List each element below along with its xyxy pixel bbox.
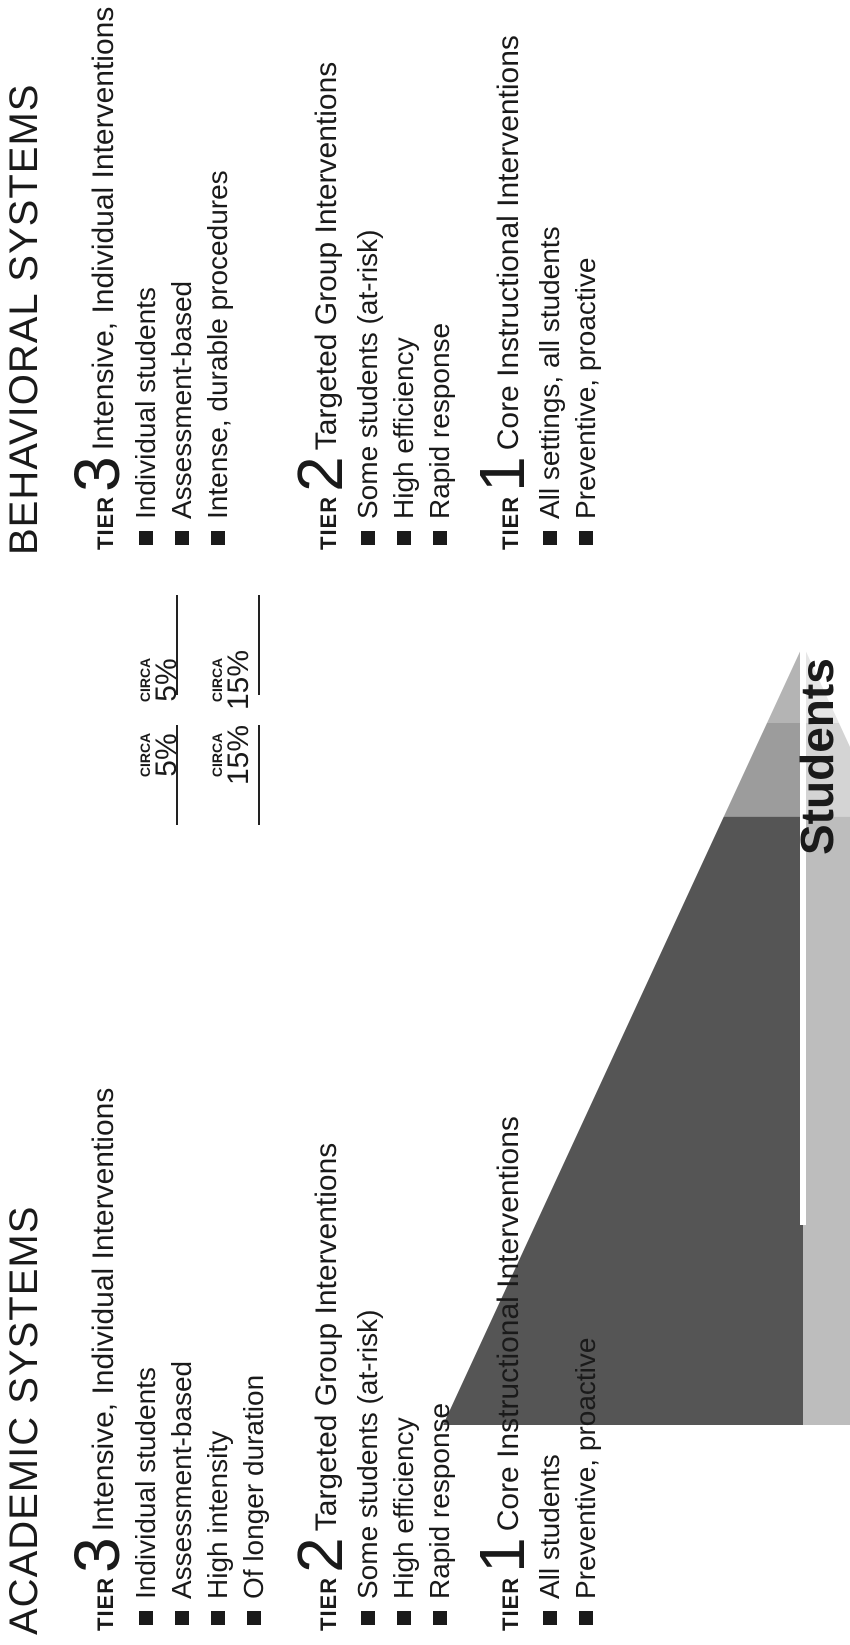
bullet-square-icon xyxy=(397,1611,411,1625)
bullet-square-icon xyxy=(433,531,447,545)
bullet-square-icon xyxy=(361,531,375,545)
behavioral-systems-title: BEHAVIORAL SYSTEMS xyxy=(2,83,46,555)
tier-number: 1 xyxy=(466,456,538,492)
students-axis-label: Students xyxy=(791,658,843,855)
bullet-square-icon xyxy=(579,1611,593,1625)
tier-number: 2 xyxy=(284,1537,356,1573)
bullet-square-icon xyxy=(361,1611,375,1625)
bullet-square-icon xyxy=(247,1611,261,1625)
tier-word: TIER xyxy=(498,1576,523,1631)
triangle-divider xyxy=(800,245,806,1225)
behavioral-tier3-bullet-2: Assessment-based xyxy=(164,281,200,545)
tier-number: 2 xyxy=(284,456,356,492)
tier-word: TIER xyxy=(93,495,118,550)
behavioral-tier2-header: TIER 2 Targeted Group Interventions xyxy=(284,61,356,550)
behavioral-tier2-bullet-2: High efficiency xyxy=(386,337,422,545)
behavioral-tier1-header: TIER 1 Core Instructional Interventions xyxy=(466,35,538,550)
tier-title: Targeted Group Interventions xyxy=(310,61,343,451)
academic-tier3-percent-line xyxy=(176,725,178,825)
bullet-square-icon xyxy=(175,531,189,545)
behavioral-tier3-percent-line xyxy=(176,595,178,695)
tier-word: TIER xyxy=(316,495,341,550)
behavioral-tier2-bullet-1: Some students (at-risk) xyxy=(350,230,386,545)
academic-tier2-header: TIER 2 Targeted Group Interventions xyxy=(284,1142,356,1631)
behavioral-tier3-region xyxy=(803,645,839,723)
tier-title: Core Instructional Interventions xyxy=(492,35,525,451)
tier-word: TIER xyxy=(93,1576,118,1631)
bullet-square-icon xyxy=(543,531,557,545)
tier-number: 3 xyxy=(61,1537,133,1573)
academic-tier3-bullet-2: Assessment-based xyxy=(164,1361,200,1625)
academic-tier2-bullet-2: High efficiency xyxy=(386,1417,422,1625)
tier-title: Core Instructional Interventions xyxy=(492,1116,525,1532)
academic-tier2-bullet-1: Some students (at-risk) xyxy=(350,1310,386,1625)
behavioral-tier3-bullet-1: Individual students xyxy=(128,287,164,545)
bullet-square-icon xyxy=(139,1611,153,1625)
behavioral-tier1-bullet-1: All settings, all students xyxy=(532,226,568,545)
academic-tier1-header: TIER 1 Core Instructional Interventions xyxy=(466,1116,538,1631)
bullet-square-icon xyxy=(211,531,225,545)
behavioral-tier3-bullet-3: Intense, durable procedures xyxy=(200,170,236,545)
bullet-square-icon xyxy=(139,531,153,545)
academic-tier3-header: TIER 3 Intensive, Individual Interventions xyxy=(61,1087,133,1631)
academic-tier3-bullet-4: Of longer duration xyxy=(236,1375,272,1625)
bullet-square-icon xyxy=(175,1611,189,1625)
bullet-square-icon xyxy=(433,1611,447,1625)
tier-number: 1 xyxy=(466,1537,538,1573)
academic-tier2-bullet-3: Rapid response xyxy=(422,1403,458,1625)
behavioral-tier1-region xyxy=(803,816,850,1425)
behavioral-tier2-percent-label: CIRCA 15% xyxy=(209,649,255,711)
behavioral-tier1-percent-label: CIRCA 80% xyxy=(477,687,533,757)
behavioral-tier3-header: TIER 3 Intensive, Individual Interventions xyxy=(61,6,133,550)
bullet-square-icon xyxy=(397,531,411,545)
tier-word: TIER xyxy=(316,1576,341,1631)
academic-tier1-region xyxy=(443,816,803,1425)
tier-word: TIER xyxy=(498,495,523,550)
behavioral-tier2-region xyxy=(803,723,850,817)
academic-tier2-region xyxy=(723,723,803,817)
tier-number: 3 xyxy=(61,456,133,492)
tier-title: Intensive, Individual Interventions xyxy=(87,1087,120,1532)
bullet-square-icon xyxy=(543,1611,557,1625)
academic-tier1-bullet-2: Preventive, proactive xyxy=(568,1338,604,1625)
academic-tier2-percent-line xyxy=(258,725,260,825)
academic-tier3-region xyxy=(767,645,803,723)
behavioral-tier2-bullet-3: Rapid response xyxy=(422,323,458,545)
academic-systems-title: ACADEMIC SYSTEMS xyxy=(2,1205,46,1635)
academic-tier3-bullet-1: Individual students xyxy=(128,1367,164,1625)
bullet-square-icon xyxy=(579,531,593,545)
academic-tier2-percent-label: CIRCA 15% xyxy=(209,724,255,786)
tier-title: Intensive, Individual Interventions xyxy=(87,6,120,451)
academic-tier1-bullet-1: All students xyxy=(532,1454,568,1625)
behavioral-tier2-percent-line xyxy=(258,595,260,695)
bullet-square-icon xyxy=(211,1611,225,1625)
behavioral-tier1-bullet-2: Preventive, proactive xyxy=(568,258,604,545)
academic-tier3-bullet-3: High intensity xyxy=(200,1431,236,1625)
tier-title: Targeted Group Interventions xyxy=(310,1142,343,1532)
